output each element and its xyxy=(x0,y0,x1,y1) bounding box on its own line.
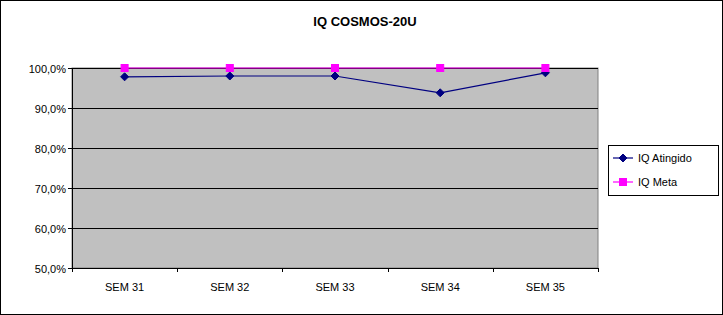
point xyxy=(331,72,339,80)
y-tick-label: 60,0% xyxy=(35,223,66,235)
point xyxy=(121,73,129,81)
y-tick-label: 70,0% xyxy=(35,183,66,195)
series-group xyxy=(121,65,550,97)
y-tick-label: 80,0% xyxy=(35,143,66,155)
point xyxy=(436,89,444,97)
point xyxy=(226,65,233,72)
legend-marker xyxy=(619,154,627,162)
y-tick xyxy=(68,268,72,269)
y-tick xyxy=(68,108,72,109)
y-tick-label: 50,0% xyxy=(35,263,66,275)
point xyxy=(226,72,234,80)
series-line xyxy=(125,73,546,93)
y-tick xyxy=(68,228,72,229)
legend-label: IQ Meta xyxy=(638,176,678,188)
y-tick-label: 90,0% xyxy=(35,103,66,115)
grid-line xyxy=(72,188,598,189)
x-tick xyxy=(388,268,389,272)
x-tick xyxy=(282,268,283,272)
legend-box xyxy=(609,146,719,196)
x-tick xyxy=(177,268,178,272)
point xyxy=(542,65,549,72)
legend: IQ Atingido IQ Meta xyxy=(609,146,719,196)
grid-line xyxy=(72,228,598,229)
legend-marker xyxy=(620,179,627,186)
y-axis xyxy=(72,68,73,268)
x-tick xyxy=(72,268,73,272)
plot-area xyxy=(72,68,598,268)
grid-line xyxy=(72,108,598,109)
legend-label: IQ Atingido xyxy=(638,152,692,164)
x-tick xyxy=(598,268,599,272)
point xyxy=(121,65,128,72)
grid-line xyxy=(72,148,598,149)
point xyxy=(332,65,339,72)
point xyxy=(437,65,444,72)
x-tick-label: SEM 33 xyxy=(315,281,354,293)
x-tick-label: SEM 31 xyxy=(105,281,144,293)
chart-border xyxy=(1,1,723,315)
grid-line xyxy=(72,268,598,269)
x-tick-label: SEM 34 xyxy=(421,281,460,293)
y-tick xyxy=(68,68,72,69)
y-tick-label: 100,0% xyxy=(29,63,67,75)
title: IQ COSMOS-20U xyxy=(313,14,416,29)
x-tick-label: SEM 35 xyxy=(526,281,565,293)
x-axis xyxy=(72,268,598,269)
x-tick xyxy=(493,268,494,272)
chart: IQ COSMOS-20U 50,0% 60,0% 70,0% 80,0% 90,0% 10… xyxy=(0,0,723,315)
x-tick-label: SEM 32 xyxy=(210,281,249,293)
y-tick xyxy=(68,188,72,189)
y-tick xyxy=(68,148,72,149)
